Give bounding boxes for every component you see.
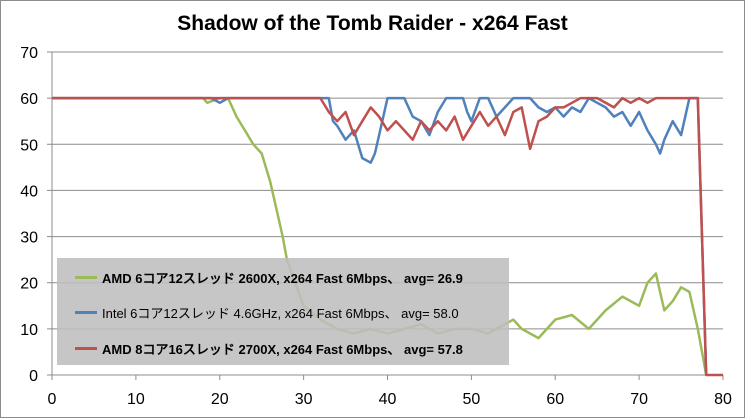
y-tick-label: 20: [20, 276, 38, 293]
y-tick-label: 50: [20, 137, 38, 154]
legend-swatch: [75, 275, 97, 279]
x-tick-label: 60: [546, 391, 564, 408]
legend-label: Intel 6コア12スレッド 4.6GHz, x264 Fast 6Mbps、…: [102, 305, 459, 321]
legend-label: AMD 6コア12スレッド 2600X, x264 Fast 6Mbps、 av…: [102, 270, 463, 286]
x-tick-label: 70: [630, 391, 648, 408]
y-tick-label: 60: [20, 91, 38, 108]
y-tick-label: 70: [20, 45, 38, 62]
x-tick-label: 0: [48, 391, 57, 408]
series-line-2: [52, 96, 723, 377]
x-tick-label: 80: [714, 391, 732, 408]
legend-label: AMD 8コア16スレッド 2700X, x264 Fast 6Mbps、 av…: [102, 341, 463, 357]
legend-item-intel: Intel 6コア12スレッド 4.6GHz, x264 Fast 6Mbps、…: [75, 301, 459, 323]
y-tick-label: 30: [20, 230, 38, 247]
x-tick-label: 40: [379, 391, 397, 408]
legend-swatch: [75, 346, 97, 350]
legend-item-amd-2700x: AMD 8コア16スレッド 2700X, x264 Fast 6Mbps、 av…: [75, 337, 463, 359]
x-tick-label: 30: [295, 391, 313, 408]
x-tick-label: 50: [462, 391, 480, 408]
chart-title: Shadow of the Tomb Raider - x264 Fast: [177, 12, 568, 35]
legend: AMD 6コア12スレッド 2600X, x264 Fast 6Mbps、 av…: [57, 258, 509, 365]
y-tick-label: 0: [29, 368, 38, 385]
y-tick-label: 10: [20, 322, 38, 339]
legend-swatch: [75, 310, 97, 314]
x-tick-label: 20: [211, 391, 229, 408]
x-tick-label: 10: [127, 391, 145, 408]
legend-item-amd-2600x: AMD 6コア12スレッド 2600X, x264 Fast 6Mbps、 av…: [75, 266, 463, 288]
y-tick-label: 40: [20, 183, 38, 200]
